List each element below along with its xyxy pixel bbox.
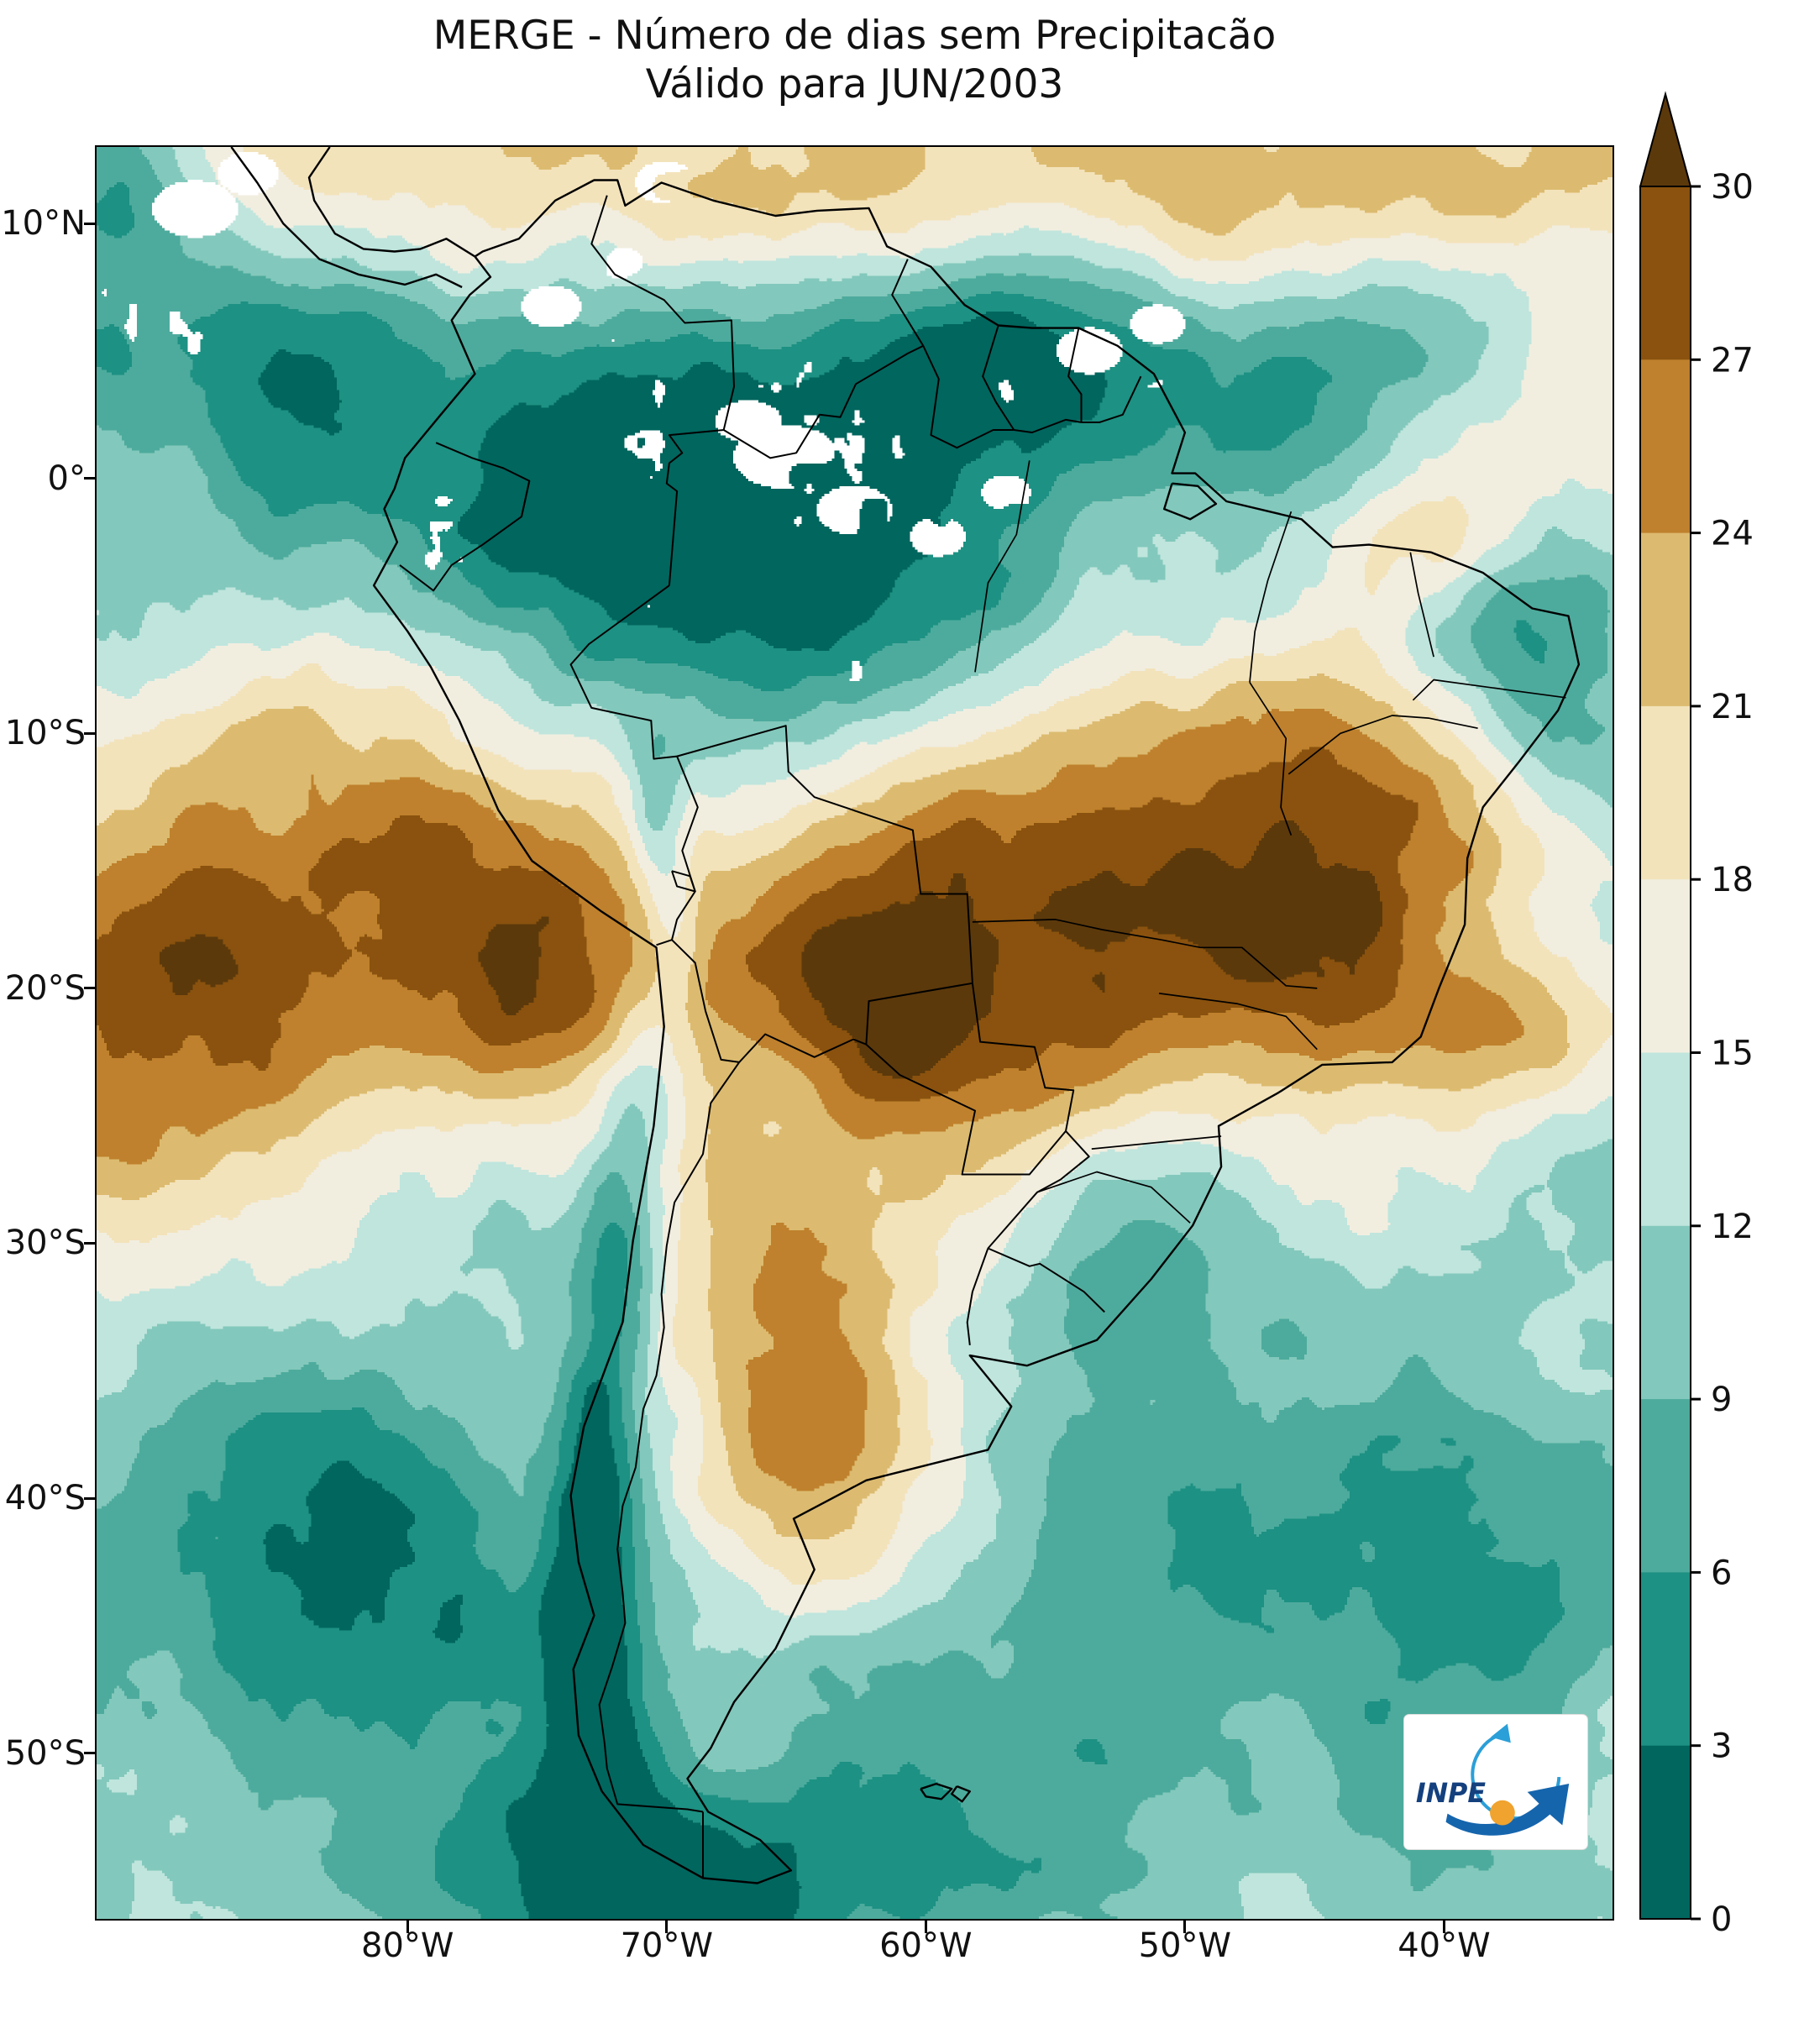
country-border [598,1061,741,1813]
inpe-logo-graphic: INPE [1416,1723,1570,1836]
state-border [974,460,1030,673]
inpe-logo-orbit-arrowhead-icon [1491,1723,1511,1743]
country-border [435,442,531,517]
country-border [865,1043,1067,1176]
coastline [372,179,1581,1884]
country-border [399,480,531,592]
colorbar-tick-label: 12 [1711,1208,1754,1246]
lon-tick-mark [924,1921,927,1933]
country-border [671,756,699,941]
inpe-logo-swoosh-icon [1445,1783,1570,1836]
country-border [1014,418,1082,433]
coastline [307,147,476,258]
state-border [1158,993,1318,1051]
state-border [1249,511,1293,683]
coastline [951,1785,971,1803]
coastline [1163,482,1218,521]
lat-tick-mark [84,1752,97,1755]
lat-tick-label: 40°S [4,1479,86,1518]
state-border [1091,1135,1222,1150]
map-panel: INPE [95,145,1614,1921]
colorbar-band [1640,186,1691,360]
lat-tick-label: 10°N [1,204,86,244]
state-border [1249,682,1293,836]
colorbar-tick-label: 18 [1711,861,1754,899]
colorbar-tick-label: 6 [1711,1554,1732,1592]
colorbar-band [1640,1225,1691,1400]
country-border [1081,375,1142,423]
colorbar-band [1640,532,1691,707]
colorbar-overflow-arrow [1639,91,1692,187]
country-border [569,584,678,760]
state-border [1287,715,1478,775]
lat-tick-mark [84,1241,97,1245]
chart-title: MERGE - Número de dias sem Precipitacão [433,13,1277,59]
state-border [1036,1171,1191,1224]
lat-tick-mark [84,731,97,735]
country-border [922,345,1015,449]
country-border [987,1130,1090,1250]
country-border [671,939,740,1063]
lat-tick-label: 50°S [4,1733,86,1773]
inpe-logo-text: INPE [1416,1779,1487,1809]
colorbar-tick-label: 15 [1711,1035,1754,1073]
state-border [1412,679,1566,701]
country-border [665,429,724,586]
coastline [920,1782,953,1800]
lat-tick-label: 0° [47,459,86,498]
country-border [590,195,735,431]
colorbar-tick-label: 21 [1711,688,1754,726]
colorbar-band [1640,705,1691,880]
colorbar-tick-label: 30 [1711,168,1754,207]
inpe-logo: INPE [1404,1715,1587,1849]
colorbar-tick-label: 24 [1711,515,1754,553]
lon-tick-mark [665,1921,669,1933]
country-border [865,982,973,1045]
geography-overlay [230,147,1581,1884]
inpe-logo-globe-icon [1490,1800,1515,1826]
state-border [1409,552,1434,658]
state-border [1161,939,1318,989]
country-border [1067,328,1083,422]
colorbar-band [1640,1745,1691,1920]
coastline [230,147,463,289]
colorbar-band [1640,879,1691,1054]
country-border [966,1248,989,1346]
lat-tick-mark [84,222,97,225]
lon-tick-mark [406,1921,409,1933]
colorbar-tick-label: 9 [1711,1381,1732,1419]
lat-tick-mark [84,1496,97,1500]
country-border [671,870,696,893]
lat-tick-mark [84,477,97,480]
colorbar-band [1640,1572,1691,1747]
colorbar-band [1640,1399,1691,1573]
colorbar-tick-label: 3 [1711,1727,1732,1766]
country-border [988,1247,1105,1313]
lon-tick-mark [1442,1921,1445,1933]
colorbar-tick-label: 27 [1711,341,1754,380]
colorbar-band [1640,359,1691,534]
country-border [723,344,924,459]
country-border [891,259,925,347]
chart-subtitle: Válido para JUN/2003 [645,61,1064,107]
lat-tick-label: 20°S [4,968,86,1008]
country-border [982,325,1015,431]
lat-tick-mark [84,987,97,990]
precipitation-days-field [97,147,1613,1919]
colorbar-tick-label: 0 [1711,1900,1732,1939]
state-border [972,919,1162,941]
country-border [676,725,973,983]
country-border [971,983,1075,1132]
colorbar-band [1640,1052,1691,1227]
lat-tick-label: 10°S [4,714,86,753]
lat-tick-label: 30°S [4,1224,86,1263]
country-border [738,1033,867,1063]
lon-tick-mark [1183,1921,1187,1933]
country-border [656,939,673,946]
